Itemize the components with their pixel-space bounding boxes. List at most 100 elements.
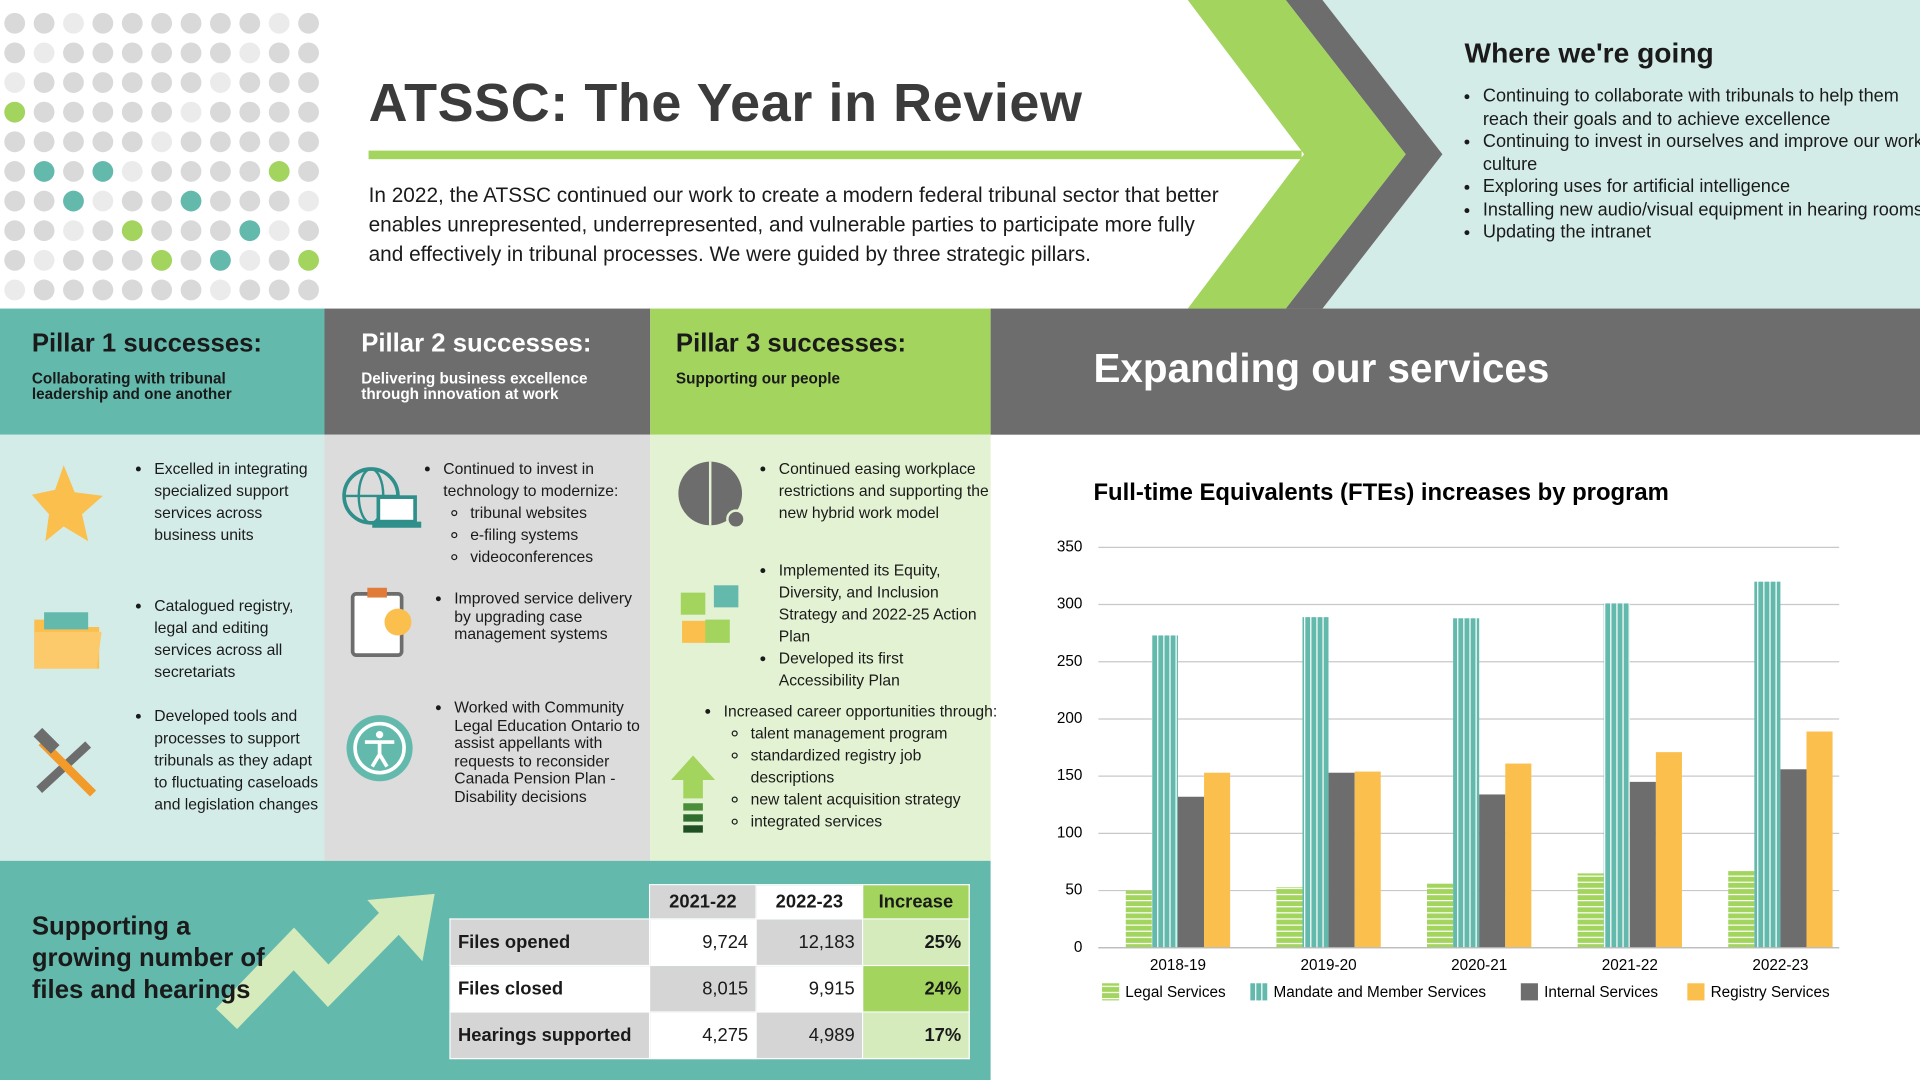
dot: [33, 279, 55, 301]
legend-swatch: [1687, 983, 1705, 1001]
y-tick-label: 350: [1057, 538, 1083, 555]
bar: [1505, 763, 1532, 948]
dot: [210, 72, 231, 93]
pillar-list: Increased career opportunities through: t…: [707, 700, 1000, 832]
dot: [92, 131, 114, 153]
dot: [33, 42, 55, 64]
dot: [298, 42, 319, 64]
pillar-1-header: [0, 308, 325, 435]
growth-step: [683, 803, 703, 811]
pillar-3-header: [650, 308, 991, 435]
dot: [121, 42, 143, 64]
growth-arrow-head: [367, 893, 435, 962]
legend-label: Legal Services: [1125, 984, 1226, 1001]
legend-swatch: [1520, 983, 1538, 1001]
where-item: Updating the intranet: [1483, 222, 1920, 245]
pillar-item-text: Implemented its Equity, Diversity, and I…: [778, 560, 977, 646]
dot: [4, 279, 26, 301]
dot: [121, 101, 143, 123]
bar: [1728, 871, 1755, 948]
dot: [180, 131, 202, 153]
bar: [1577, 873, 1604, 948]
page-title: ATSSC: The Year in Review: [368, 73, 1083, 134]
dot: [210, 190, 231, 212]
legend-swatch: [1250, 983, 1268, 1001]
column-header: Increase: [862, 884, 970, 920]
dot: [180, 12, 202, 34]
pillar-item-text: Developed tools and processes to support…: [154, 706, 319, 814]
pillar-item: Increased career opportunities through: t…: [724, 700, 1000, 832]
accessibility-head: [375, 731, 384, 739]
dot: [268, 161, 290, 182]
bar: [1780, 769, 1807, 948]
pillar-subitem: e-filing systems: [470, 524, 651, 546]
dot: [210, 42, 231, 64]
dot: [92, 220, 114, 242]
dot: [268, 249, 290, 271]
table-cell: 9,915: [755, 964, 864, 1013]
dot: [298, 101, 319, 123]
dot: [151, 72, 173, 93]
dot: [33, 190, 55, 212]
bar: [1655, 752, 1682, 948]
dot: [239, 161, 261, 182]
row-label: Files opened: [449, 918, 651, 967]
bar: [1453, 618, 1480, 948]
dot: [210, 131, 231, 153]
table-cell: 24%: [862, 964, 970, 1013]
bar: [1629, 781, 1656, 948]
table-cell: 4,989: [755, 1011, 864, 1060]
where-list: Continuing to collaborate with tribunals…: [1466, 86, 1920, 245]
laptop-base: [372, 521, 422, 528]
dot: [92, 101, 114, 123]
pillar-subitem: talent management program: [751, 722, 1000, 744]
dot: [210, 12, 231, 34]
dot: [180, 161, 202, 182]
column-header: 2021-22: [648, 884, 757, 920]
services-title: Expanding our services: [1093, 345, 1550, 391]
gear-icon: [726, 509, 746, 529]
growth-icon: [671, 755, 716, 799]
dot: [63, 12, 84, 34]
dot: [33, 131, 55, 153]
chart: Full-time Equivalents (FTEs) increases b…: [1057, 479, 1840, 1001]
dot: [4, 131, 26, 153]
dot: [210, 279, 231, 301]
growth-arrow: [215, 910, 403, 1029]
dot: [63, 101, 84, 123]
pillar-2-header: [324, 308, 651, 435]
dot: [151, 249, 173, 271]
pillar-item-text: Excelled in integrating specialized supp…: [154, 459, 308, 544]
table-cell: 4,275: [648, 1011, 757, 1060]
where-item: Exploring uses for artificial intelligen…: [1483, 176, 1920, 199]
bar: [1328, 772, 1355, 948]
pillar-subitem: new talent acquisition strategy: [751, 789, 1000, 811]
pillar-item-text: Worked with Community Legal Education On…: [454, 697, 640, 806]
bar: [1806, 731, 1833, 948]
accessibility-body: [364, 740, 395, 768]
pillar-item-text: Improved service delivery by upgrading c…: [454, 588, 632, 643]
chart-title: Full-time Equivalents (FTEs) increases b…: [1093, 479, 1668, 506]
dot: [298, 220, 319, 242]
dot: [33, 12, 55, 34]
growth-step: [683, 825, 703, 833]
bar: [1354, 771, 1381, 948]
folder-paper: [44, 612, 89, 630]
dot: [4, 161, 26, 182]
dot: [239, 190, 261, 212]
dot: [298, 249, 319, 271]
chevron-green: [1187, 0, 1406, 309]
chevron-gray: [1285, 0, 1443, 309]
dot: [298, 131, 319, 153]
y-tick-label: 200: [1057, 710, 1083, 727]
dot: [92, 161, 114, 182]
pillar-title: Pillar 2 successes:: [361, 329, 592, 358]
dot: [92, 12, 114, 34]
x-tick-label: 2018-19: [1150, 957, 1206, 974]
x-tick-label: 2020-21: [1451, 957, 1507, 974]
dot: [239, 220, 261, 242]
pillar-subitem: videoconferences: [470, 546, 651, 568]
dot: [298, 190, 319, 212]
growth-step: [683, 814, 703, 822]
